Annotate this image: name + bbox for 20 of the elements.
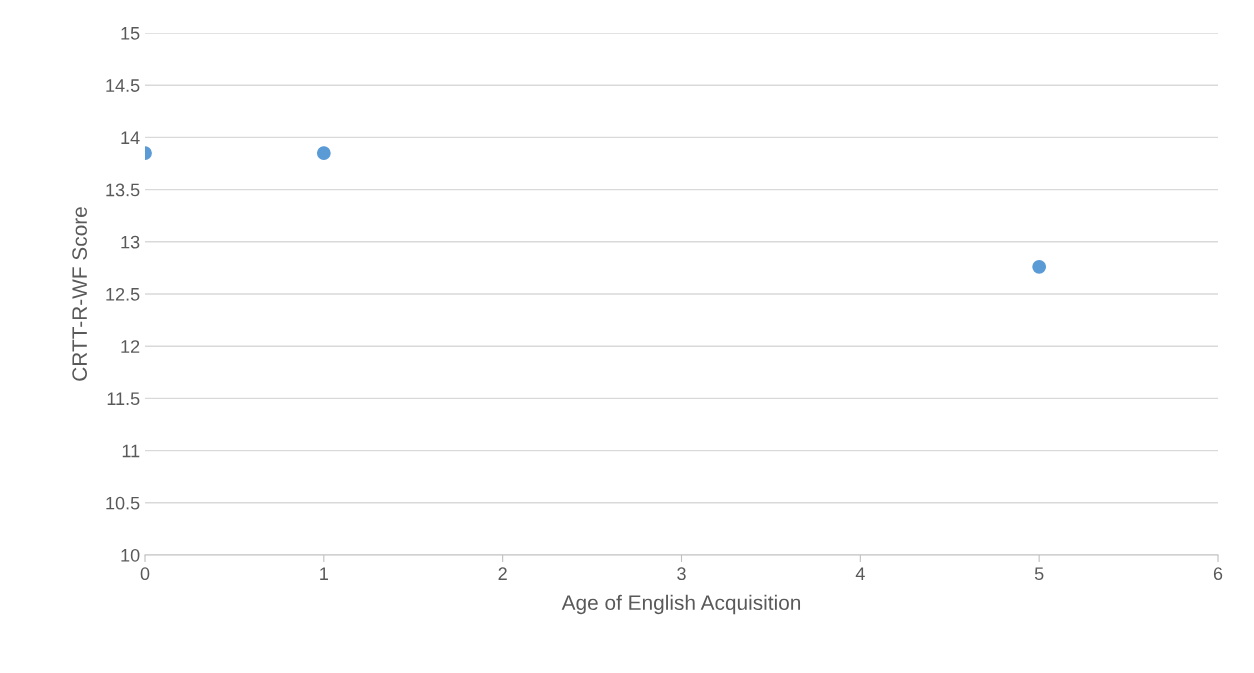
y-tick-label: 11 bbox=[122, 444, 140, 458]
y-tick-label: 12.5 bbox=[106, 287, 140, 301]
y-tick-label: 12 bbox=[121, 340, 140, 353]
y-tick-label: 10 bbox=[121, 548, 140, 562]
x-tick-label: 0 bbox=[140, 567, 150, 581]
y-axis-title: CRTT-R-WF Score bbox=[72, 207, 87, 381]
y-tick-label: 13 bbox=[121, 235, 140, 249]
x-tick-label: 5 bbox=[1034, 567, 1044, 581]
y-tick-label: 11.5 bbox=[107, 392, 140, 406]
x-tick-label: 4 bbox=[855, 567, 865, 580]
x-tick-label: 6 bbox=[1213, 567, 1223, 581]
y-tick-label: 14 bbox=[121, 131, 140, 144]
y-tick-label: 15 bbox=[121, 27, 140, 40]
x-tick-label: 3 bbox=[677, 567, 686, 581]
x-tick-label: 2 bbox=[498, 567, 507, 580]
y-tick-label: 10.5 bbox=[106, 496, 140, 510]
y-tick-label: 13.5 bbox=[106, 183, 140, 197]
y-tick-label: 14.5 bbox=[106, 79, 140, 92]
x-tick-label: 1 bbox=[320, 567, 328, 580]
x-axis-title: Age of English Acquisition bbox=[561, 594, 801, 615]
